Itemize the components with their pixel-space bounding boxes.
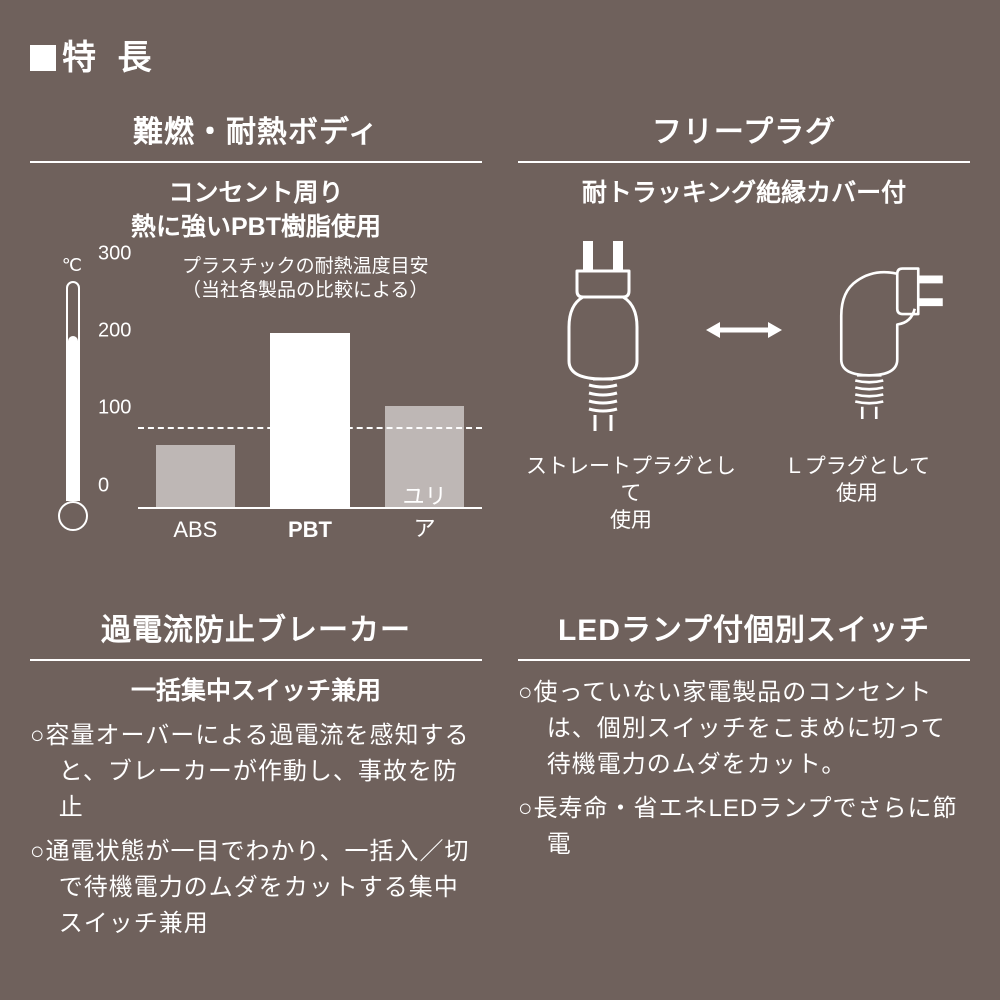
bar <box>156 445 235 507</box>
page-title: 特 長 <box>30 30 970 79</box>
bullet-list: ○使っていない家電製品のコンセントは、個別スイッチをこまめに切って待機電力のムダ… <box>518 675 970 863</box>
panel-subheading: 一括集中スイッチ兼用 <box>30 675 482 709</box>
thermometer-fill <box>68 336 78 501</box>
plug-captions: ストレートプラグとして 使用 Ｌプラグとして 使用 <box>518 453 970 535</box>
y-tick-label: 200 <box>98 319 131 342</box>
y-ticks: 0100200300 <box>98 277 138 509</box>
y-tick-label: 100 <box>98 397 131 420</box>
plug-caption-left: ストレートプラグとして 使用 <box>518 453 744 535</box>
bar-category-label: PBT <box>288 517 332 543</box>
sub-line: コンセント周り <box>168 179 343 207</box>
straight-plug-icon <box>533 235 673 435</box>
caption-line: ストレートプラグとして <box>526 455 736 505</box>
square-bullet-icon <box>30 45 56 71</box>
chart-note-line: プラスチックの耐熱温度目安 <box>182 256 429 277</box>
heat-resistance-chart: ℃ プラスチックの耐熱温度目安 （当社各製品の比較による） 0100200300… <box>30 255 482 555</box>
plot: ABSPBTユリア <box>138 277 482 509</box>
panel-heading: フリープラグ <box>518 107 970 163</box>
thermometer-column: ℃ <box>30 255 88 555</box>
caption-line: 使用 <box>610 509 652 532</box>
chart-plot-area: プラスチックの耐熱温度目安 （当社各製品の比較による） 0100200300 A… <box>98 255 482 555</box>
bar <box>270 333 349 507</box>
panel-free-plug: フリープラグ 耐トラッキング絶縁カバー付 <box>518 107 970 555</box>
double-arrow-icon <box>704 310 784 360</box>
panel-led-switch: LEDランプ付個別スイッチ ○使っていない家電製品のコンセントは、個別スイッチを… <box>518 605 970 951</box>
bullet-item: ○長寿命・省エネLEDランプでさらに節電 <box>518 791 970 863</box>
sub-line: 熱に強いPBT樹脂使用 <box>131 213 381 241</box>
page-title-text: 特 長 <box>62 39 157 77</box>
l-plug-icon <box>815 235 955 435</box>
y-axis-unit: ℃ <box>30 255 88 276</box>
plug-diagram-row <box>518 225 970 445</box>
panel-subheading: 耐トラッキング絶縁カバー付 <box>518 177 970 211</box>
caption-line: Ｌプラグとして <box>784 455 930 478</box>
bullet-item: ○容量オーバーによる過電流を感知すると、ブレーカーが作動し、事故を防止 <box>30 718 482 826</box>
panels-grid: 難燃・耐熱ボディ コンセント周り 熱に強いPBT樹脂使用 ℃ プラスチックの耐熱… <box>30 107 970 950</box>
bullet-item: ○使っていない家電製品のコンセントは、個別スイッチをこまめに切って待機電力のムダ… <box>518 675 970 783</box>
panel-heading: 過電流防止ブレーカー <box>30 605 482 661</box>
panel-heading: LEDランプ付個別スイッチ <box>518 605 970 661</box>
bar-category-label: ABS <box>173 517 217 543</box>
bullet-list: ○容量オーバーによる過電流を感知すると、ブレーカーが作動し、事故を防止 ○通電状… <box>30 718 482 942</box>
panel-heading: 難燃・耐熱ボディ <box>30 107 482 163</box>
panel-subheading: コンセント周り 熱に強いPBT樹脂使用 <box>30 177 482 245</box>
panel-flame-resistant: 難燃・耐熱ボディ コンセント周り 熱に強いPBT樹脂使用 ℃ プラスチックの耐熱… <box>30 107 482 555</box>
plug-caption-right: Ｌプラグとして 使用 <box>744 453 970 535</box>
bar-category-label: ユリア <box>396 479 453 543</box>
panel-breaker: 過電流防止ブレーカー 一括集中スイッチ兼用 ○容量オーバーによる過電流を感知する… <box>30 605 482 951</box>
thermometer-bulb-icon <box>58 501 88 531</box>
y-tick-label: 0 <box>98 474 109 497</box>
caption-line: 使用 <box>836 482 878 505</box>
y-tick-label: 300 <box>98 242 131 265</box>
bullet-item: ○通電状態が一目でわかり、一括入／切で待機電力のムダをカットする集中スイッチ兼用 <box>30 834 482 942</box>
